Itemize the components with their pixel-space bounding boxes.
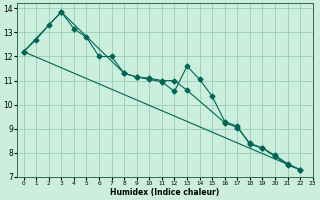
X-axis label: Humidex (Indice chaleur): Humidex (Indice chaleur) xyxy=(110,188,220,197)
